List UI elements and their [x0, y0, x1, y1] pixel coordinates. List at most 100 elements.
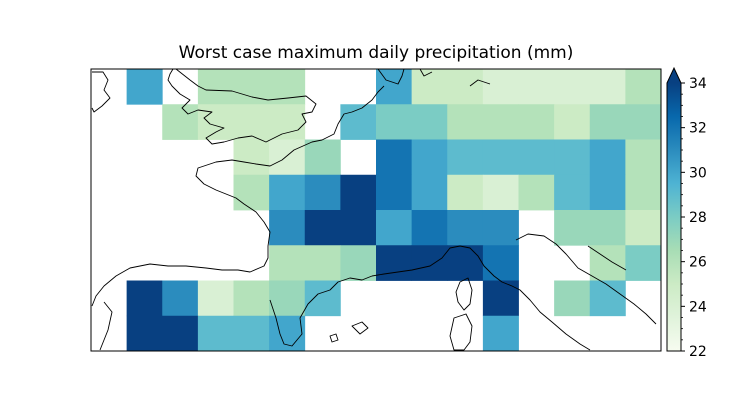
heatmap-cell — [233, 280, 270, 317]
heatmap-cell — [269, 280, 306, 317]
heatmap-cell — [518, 104, 555, 140]
coastline-baltic — [419, 68, 491, 87]
heatmap-cell — [447, 104, 484, 140]
heatmap-cell — [376, 245, 413, 281]
coastline-iberia — [99, 275, 373, 351]
heatmap-cell — [447, 69, 484, 105]
heatmap-cell — [482, 315, 519, 352]
coastline-great-britain — [167, 68, 317, 145]
heatmap-cell — [554, 69, 591, 105]
heatmap-cell — [162, 104, 199, 140]
chart-title: Worst case maximum daily precipitation (… — [179, 43, 574, 63]
heatmap-cell — [162, 280, 199, 317]
colorbar-extend-arrow — [667, 68, 681, 83]
colorbar-tick-label: 28 — [689, 210, 707, 226]
coastline-corsica — [455, 277, 473, 311]
heatmap-cell — [482, 245, 519, 281]
heatmap-cell — [304, 245, 341, 281]
heatmap-cells — [126, 69, 662, 352]
heatmap-cell — [447, 245, 484, 281]
heatmap-cell — [447, 139, 484, 176]
heatmap-cell — [233, 174, 270, 211]
heatmap-cell — [625, 245, 662, 281]
colorbar-tick-label: 24 — [689, 299, 707, 315]
heatmap-cell — [340, 210, 377, 246]
heatmap-cell — [233, 104, 270, 140]
heatmap-cell — [126, 69, 163, 105]
heatmap-cell — [589, 210, 626, 246]
heatmap-cell — [304, 280, 341, 317]
coastlines — [91, 68, 657, 351]
heatmap-cell — [304, 210, 341, 246]
heatmap-cell — [589, 104, 626, 140]
coastline-adriatic — [515, 233, 657, 325]
colorbar: 22 24 26 28 30 32 34 — [666, 66, 707, 360]
colorbar-tick-label: 32 — [689, 121, 707, 137]
heatmap-cell — [340, 104, 377, 140]
heatmap-cell — [269, 174, 306, 211]
heatmap-cell — [554, 139, 591, 176]
heatmap-cell — [197, 315, 234, 352]
heatmap-cell — [269, 139, 306, 176]
heatmap-cell — [411, 210, 448, 246]
colorbar-tick-label: 26 — [689, 255, 707, 271]
heatmap-cell — [625, 139, 662, 176]
heatmap-cell — [411, 139, 448, 176]
heatmap-cell — [554, 174, 591, 211]
coastline-riviera-italy — [371, 245, 591, 351]
heatmap-cell — [376, 139, 413, 176]
heatmap-cell — [233, 315, 270, 352]
coastline-north-sea — [91, 68, 405, 307]
heatmap-cell — [340, 245, 377, 281]
heatmap-cell — [554, 280, 591, 317]
map-frame — [90, 68, 662, 352]
heatmap-cell — [269, 69, 306, 105]
heatmap-cell — [411, 104, 448, 140]
heatmap-cell — [233, 139, 270, 176]
colorbar-ticks: 22 24 26 28 30 32 34 — [681, 76, 707, 360]
heatmap-cell — [482, 69, 519, 105]
heatmap-cell — [304, 174, 341, 211]
map-panel — [90, 68, 662, 352]
heatmap-cell — [162, 315, 199, 352]
heatmap-cell — [447, 174, 484, 211]
heatmap-cell — [376, 174, 413, 211]
heatmap-cell — [269, 315, 306, 352]
coastline-sardinia — [449, 313, 473, 351]
heatmap-cell — [269, 210, 306, 246]
heatmap-cell — [554, 104, 591, 140]
heatmap-cell — [589, 174, 626, 211]
heatmap-cell — [126, 315, 163, 352]
heatmap-cell — [411, 245, 448, 281]
heatmap-cell — [625, 104, 662, 140]
heatmap-cell — [197, 104, 234, 140]
colorbar-outline — [666, 66, 682, 352]
colorbar-gradient — [667, 83, 681, 351]
heatmap-cell — [625, 69, 662, 105]
heatmap-cell — [482, 174, 519, 211]
heatmap-cell — [589, 139, 626, 176]
heatmap-cell — [589, 69, 626, 105]
heatmap-cell — [625, 174, 662, 211]
heatmap-cell — [126, 280, 163, 317]
heatmap-cell — [447, 210, 484, 246]
heatmap-cell — [589, 280, 626, 317]
heatmap-cell — [625, 210, 662, 246]
heatmap-cell — [482, 139, 519, 176]
heatmap-cell — [197, 69, 234, 105]
heatmap-cell — [482, 280, 519, 317]
heatmap-cell — [518, 174, 555, 211]
heatmap-cell — [269, 245, 306, 281]
heatmap-cell — [411, 174, 448, 211]
heatmap-cell — [269, 104, 306, 140]
colorbar-tick-label: 34 — [689, 76, 707, 92]
heatmap-cell — [554, 210, 591, 246]
colorbar-tick-label: 30 — [689, 165, 707, 181]
coastline-balearics — [329, 321, 369, 343]
coastline-ireland — [91, 71, 111, 113]
heatmap-cell — [340, 174, 377, 211]
heatmap-cell — [482, 104, 519, 140]
heatmap-cell — [304, 139, 341, 176]
heatmap-cell — [518, 69, 555, 105]
